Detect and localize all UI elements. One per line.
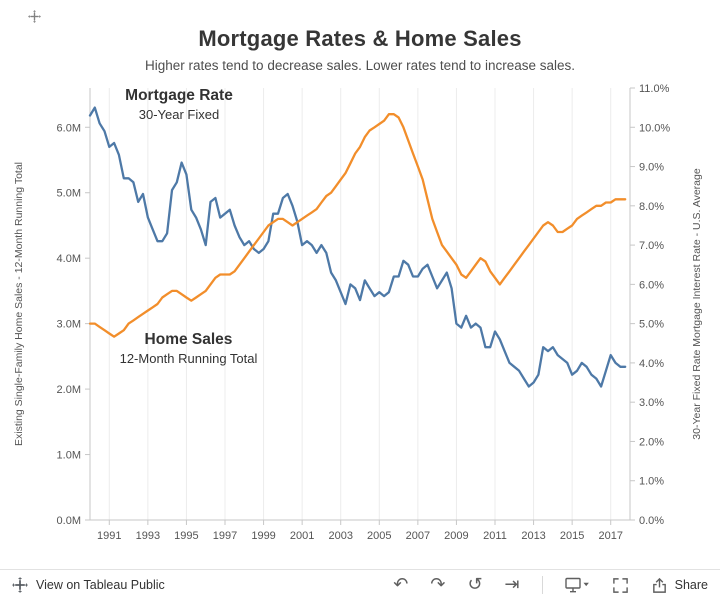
x-tick-label: 1999 (251, 530, 275, 542)
right-tick-label: 11.0% (639, 83, 670, 95)
visualization-area: Mortgage Rates & Home Sales Higher rates… (0, 0, 720, 568)
x-tick-label: 2007 (406, 530, 430, 542)
undo-icon[interactable]: ↶ (393, 574, 409, 595)
mortgage-rate-line[interactable] (88, 106, 627, 388)
fullscreen-icon[interactable] (612, 575, 629, 595)
x-tick-label: 2005 (367, 530, 391, 542)
left-tick-label: 4.0M (57, 253, 81, 265)
redo-icon[interactable]: ↷ (430, 574, 446, 595)
left-tick-label: 3.0M (57, 319, 81, 331)
view-on-tableau-public-label: View on Tableau Public (36, 578, 165, 592)
tableau-toolbar: View on Tableau Public ↶ ↷ ↺ ⇥ (0, 569, 720, 600)
revert-icon[interactable]: ↺ (467, 574, 483, 595)
share-label: Share (674, 578, 708, 592)
x-tick-label: 2009 (444, 530, 468, 542)
left-tick-label: 5.0M (57, 188, 81, 200)
share-icon (651, 577, 668, 594)
view-on-tableau-public-link[interactable]: View on Tableau Public (12, 577, 165, 593)
left-tick-label: 6.0M (57, 122, 81, 134)
x-tick-label: 1995 (174, 530, 198, 542)
left-axis-title: Existing Single-Family Home Sales - 12-M… (13, 161, 25, 447)
chart-canvas[interactable]: 0.0M 1.0M 2.0M 3.0M 4.0M 5.0M 6.0M 0.0% 1.0% 2.0%… (0, 0, 720, 568)
page-title: Mortgage Rates & Home Sales (198, 26, 522, 51)
viz-badge-icon[interactable] (28, 10, 41, 23)
right-tick-label: 9.0% (639, 162, 664, 174)
x-tick-label: 1991 (97, 530, 121, 542)
left-tick-label: 0.0M (57, 515, 81, 527)
tableau-logo-icon (12, 577, 28, 593)
x-tick-label: 1997 (213, 530, 237, 542)
share-button[interactable]: Share (651, 577, 708, 594)
home-sales-line[interactable] (88, 113, 627, 338)
right-tick-label: 10.0% (639, 122, 670, 134)
x-tick-label: 2017 (598, 530, 622, 542)
right-axis-title: 30-Year Fixed Rate Mortgage Interest Rat… (691, 168, 703, 440)
x-tick-label: 2003 (328, 530, 352, 542)
right-tick-label: 4.0% (639, 358, 664, 370)
right-tick-label: 1.0% (639, 476, 664, 488)
right-tick-label: 5.0% (639, 319, 664, 331)
toolbar-divider (541, 576, 543, 594)
x-tick-label: 2001 (290, 530, 314, 542)
left-tick-label: 1.0M (57, 450, 81, 462)
x-tick-label: 2011 (483, 530, 507, 542)
download-icon[interactable] (564, 575, 590, 595)
right-tick-label: 2.0% (639, 436, 664, 448)
right-tick-label: 7.0% (639, 240, 664, 252)
left-tick-label: 2.0M (57, 384, 81, 396)
right-tick-label: 0.0% (639, 515, 664, 527)
right-tick-label: 3.0% (639, 397, 664, 409)
x-tick-label: 2015 (560, 530, 584, 542)
x-tick-label: 1993 (136, 530, 160, 542)
right-tick-label: 8.0% (639, 201, 664, 213)
page-subtitle: Higher rates tend to decrease sales. Low… (145, 58, 575, 73)
replay-icon[interactable]: ⇥ (504, 574, 520, 595)
right-tick-label: 6.0% (639, 279, 664, 291)
x-tick-label: 2013 (521, 530, 545, 542)
